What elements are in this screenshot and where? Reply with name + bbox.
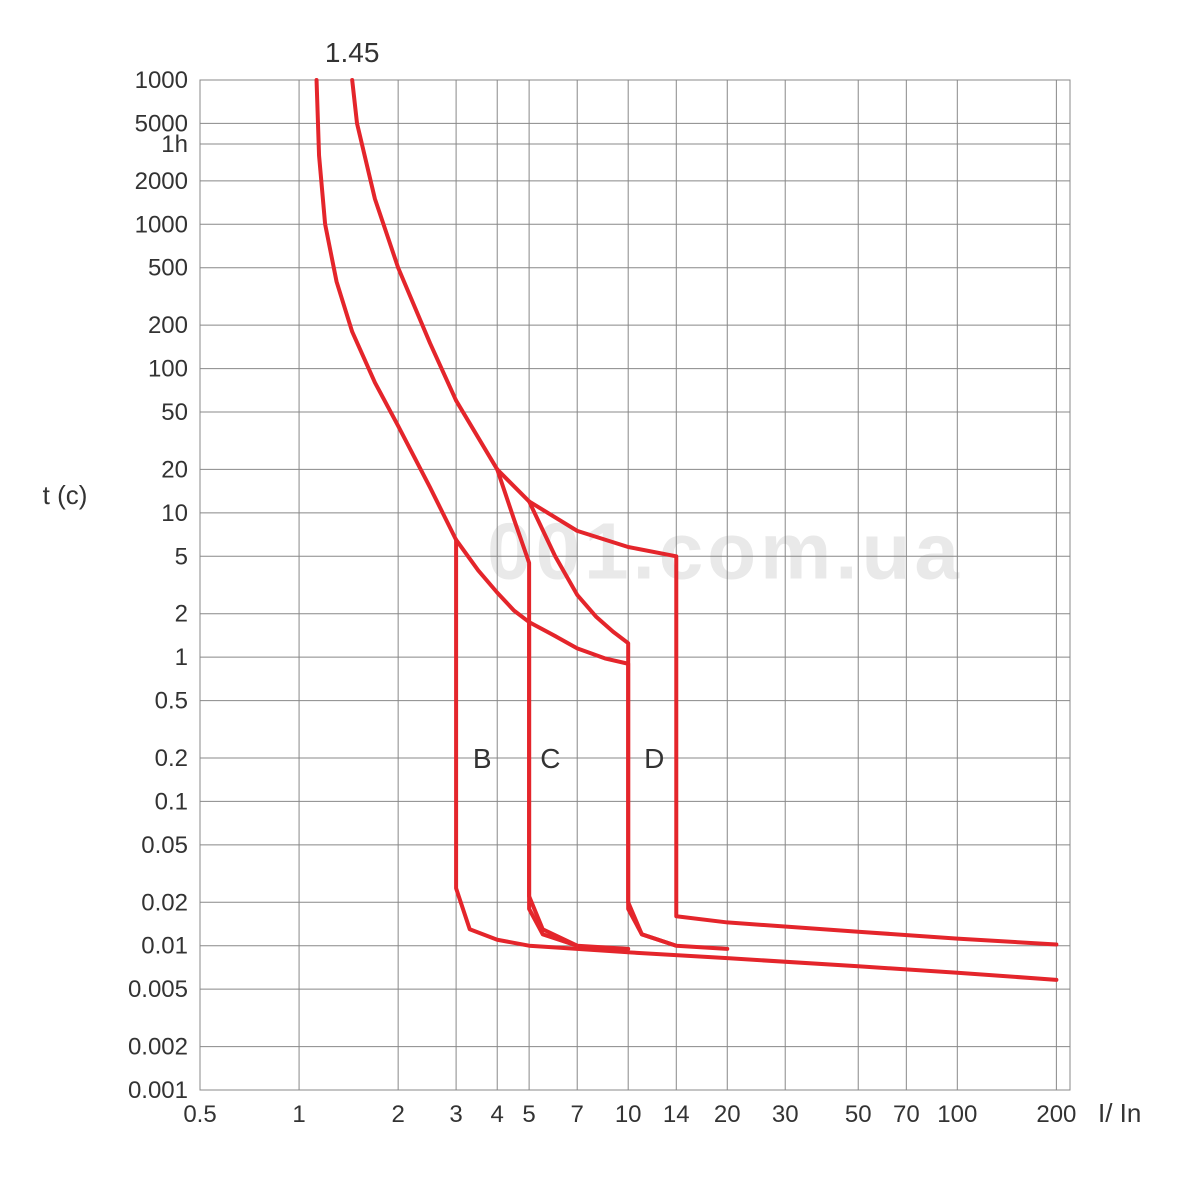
y-tick-label: 0.002 bbox=[128, 1034, 188, 1061]
y-tick-label: 0.2 bbox=[155, 745, 188, 772]
y-tick-label: 0.02 bbox=[141, 889, 188, 916]
y-tick-label: 0.01 bbox=[141, 933, 188, 960]
y-tick-label: 0.05 bbox=[141, 832, 188, 859]
zone-label-B: B bbox=[473, 743, 492, 774]
trip-curve-chart: 001.com.ua0.51234571014203050701002000.0… bbox=[0, 0, 1200, 1200]
x-tick-label: 2 bbox=[391, 1101, 404, 1128]
x-tick-label: 100 bbox=[937, 1101, 977, 1128]
y-tick-label: 20 bbox=[161, 456, 188, 483]
zone-label-D: D bbox=[644, 743, 664, 774]
curve-D-left bbox=[529, 622, 676, 946]
y-tick-label: 1000 bbox=[135, 211, 188, 238]
y-tick-label: 0.1 bbox=[155, 788, 188, 815]
x-tick-label: 70 bbox=[893, 1101, 920, 1128]
top-marker-label: 1.45 bbox=[325, 37, 380, 68]
x-axis-label: I/ In bbox=[1098, 1098, 1141, 1128]
y-tick-label: 5 bbox=[175, 543, 188, 570]
x-tick-label: 4 bbox=[491, 1101, 504, 1128]
y-tick-label: 1 bbox=[175, 644, 188, 671]
y-tick-label: 50 bbox=[161, 399, 188, 426]
y-tick-label: 0.001 bbox=[128, 1077, 188, 1104]
y-tick-label: 200 bbox=[148, 312, 188, 339]
x-tick-label: 50 bbox=[845, 1101, 872, 1128]
zone-label-C: C bbox=[540, 743, 560, 774]
x-tick-label: 30 bbox=[772, 1101, 799, 1128]
y-tick-label: 10 bbox=[161, 500, 188, 527]
y-tick-label: 0.5 bbox=[155, 688, 188, 715]
x-tick-label: 3 bbox=[449, 1101, 462, 1128]
y-tick-label: 500 bbox=[148, 255, 188, 282]
x-tick-label: 7 bbox=[571, 1101, 584, 1128]
y-tick-label: 1000 bbox=[135, 67, 188, 94]
x-tick-label: 14 bbox=[663, 1101, 690, 1128]
y-tick-label: 0.005 bbox=[128, 976, 188, 1003]
x-tick-label: 20 bbox=[714, 1101, 741, 1128]
y-tick-label: 5000 bbox=[135, 110, 188, 137]
y-tick-label: 2000 bbox=[135, 168, 188, 195]
x-tick-label: 0.5 bbox=[183, 1101, 216, 1128]
x-tick-label: 5 bbox=[522, 1101, 535, 1128]
x-tick-label: 10 bbox=[615, 1101, 642, 1128]
y-axis-label: t (c) bbox=[43, 480, 88, 510]
y-tick-label: 2 bbox=[175, 601, 188, 628]
x-tick-label: 200 bbox=[1036, 1101, 1076, 1128]
y-tick-label: 100 bbox=[148, 356, 188, 383]
x-tick-label: 1 bbox=[292, 1101, 305, 1128]
